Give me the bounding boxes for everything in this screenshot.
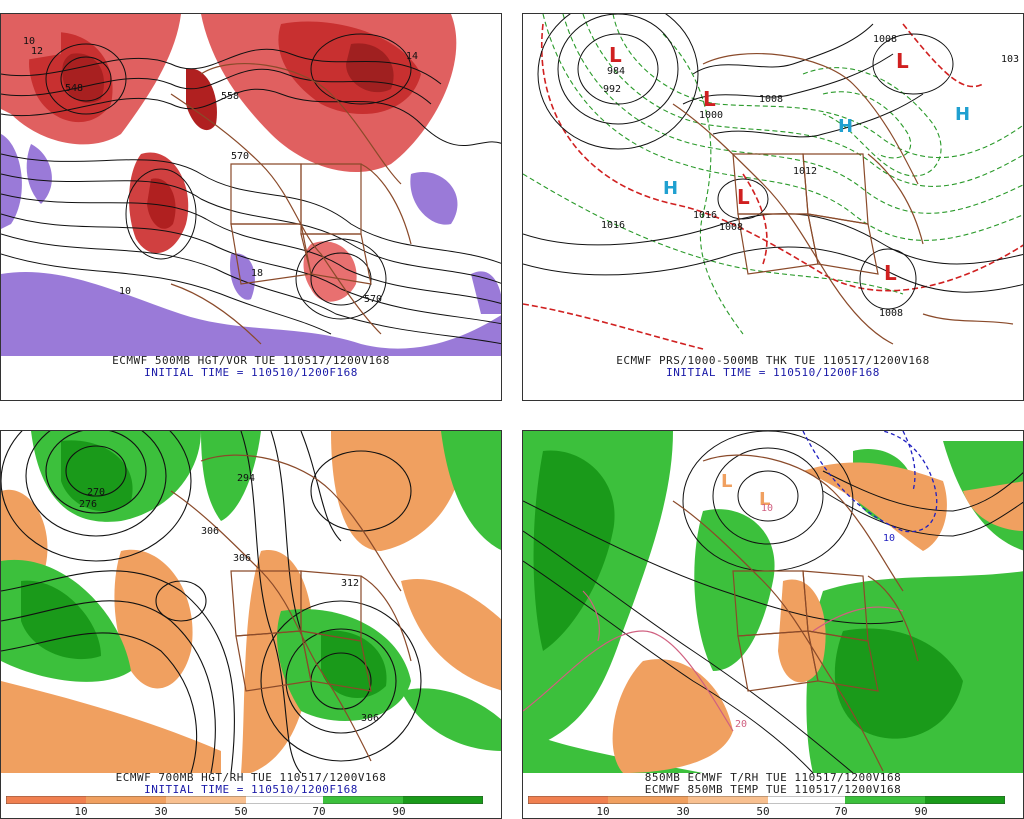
colorbar-tick: 90	[914, 805, 928, 818]
isobar-label: 1008	[873, 34, 897, 45]
contour-label: 306	[361, 713, 379, 724]
low-pressure-marker: L	[884, 261, 897, 285]
panel-850mb-t-rh: L L 10 20 10 850MB ECMWF T/RH TUE 110517…	[522, 430, 1024, 819]
colorbar-tick: 10	[74, 805, 88, 818]
low-pressure-marker: L	[896, 49, 909, 73]
low-pressure-marker: L	[759, 489, 770, 510]
panel-500mb-hgt-vor: 548 558 570 570 10 14 18 10 12 ECMWF 500…	[0, 13, 502, 401]
contour-label: 270	[87, 487, 105, 498]
isobar-label: 1008	[719, 222, 743, 233]
isobar-label: 1008	[759, 94, 783, 105]
contour-label: 12	[31, 46, 43, 57]
contour-label: 558	[221, 91, 239, 102]
contour-label: 570	[231, 151, 249, 162]
isobar-label: 1016	[693, 210, 717, 221]
isobar-label: 1016	[601, 220, 625, 231]
colorbar-tick: 50	[756, 805, 770, 818]
isotherm-label: 10	[883, 533, 895, 544]
isobar-label: 103	[1001, 54, 1019, 65]
contour-label: 294	[237, 473, 255, 484]
high-pressure-marker: H	[838, 116, 853, 137]
isobar-label: 1008	[879, 308, 903, 319]
colorbar-tick: 50	[234, 805, 248, 818]
contour-label: 18	[251, 268, 263, 279]
high-pressure-marker: H	[955, 104, 970, 125]
panel-caption: ECMWF PRS/1000-500MB THK TUE 110517/1200…	[616, 354, 930, 367]
contour-label: 10	[23, 36, 35, 47]
contour-label: 14	[406, 51, 418, 62]
panel-caption: ECMWF 500MB HGT/VOR TUE 110517/1200V168	[112, 354, 390, 367]
rh-colorbar	[6, 796, 483, 804]
panel-caption: 850MB ECMWF T/RH TUE 110517/1200V168	[644, 771, 902, 784]
panel-init-time: INITIAL TIME = 110510/1200F168	[666, 366, 880, 379]
colorbar-tick: 30	[676, 805, 690, 818]
colorbar-tick: 10	[596, 805, 610, 818]
colorbar-tick: 30	[154, 805, 168, 818]
low-pressure-marker: L	[721, 471, 732, 492]
contour-label: 306	[233, 553, 251, 564]
low-pressure-marker: L	[737, 185, 750, 209]
rh700-map: 270 276 294 306 306 312 306	[1, 431, 501, 774]
low-pressure-marker: L	[703, 87, 716, 111]
isobar-label: 992	[603, 84, 621, 95]
panel-700mb-hgt-rh: 270 276 294 306 306 312 306 ECMWF 700MB …	[0, 430, 502, 819]
rh850-map: L L 10 20 10	[523, 431, 1023, 774]
panel-init-time: INITIAL TIME = 110510/1200F168	[144, 366, 358, 379]
vorticity-map: 548 558 570 570 10 14 18 10 12	[1, 14, 501, 356]
colorbar-tick: 70	[312, 805, 326, 818]
panel-prs-thk: L L L L L H H H 984 992 1000 1008 1012 1…	[522, 13, 1024, 401]
isotherm-label: 10	[761, 503, 773, 514]
isobar-label: 1012	[793, 166, 817, 177]
rh-colorbar	[528, 796, 1005, 804]
high-pressure-marker: H	[663, 178, 678, 199]
contour-label: 10	[119, 286, 131, 297]
panel-caption: ECMWF 700MB HGT/RH TUE 110517/1200V168	[115, 771, 387, 784]
contour-label: 570	[364, 294, 382, 305]
pressure-thickness-map: L L L L L H H H 984 992 1000 1008 1012 1…	[523, 14, 1023, 356]
contour-label: 306	[201, 526, 219, 537]
isobar-label: 984	[607, 66, 625, 77]
panel-caption-secondary: ECMWF 850MB TEMP TUE 110517/1200V168	[644, 783, 902, 796]
panel-init-time: INITIAL TIME = 110510/1200F168	[144, 783, 358, 796]
isotherm-label: 20	[735, 719, 747, 730]
colorbar-tick: 70	[834, 805, 848, 818]
isobar-label: 1000	[699, 110, 723, 121]
low-pressure-marker: L	[609, 43, 622, 67]
colorbar-tick: 90	[392, 805, 406, 818]
contour-label: 312	[341, 578, 359, 589]
contour-label: 548	[65, 83, 83, 94]
contour-label: 276	[79, 499, 97, 510]
